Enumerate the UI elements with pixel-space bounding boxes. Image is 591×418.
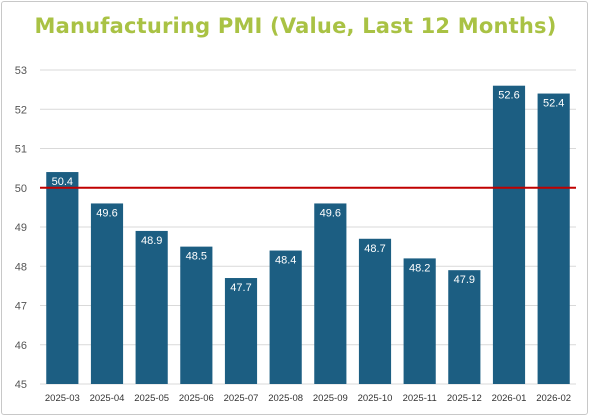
x-tick-label: 2026-01: [492, 393, 527, 404]
data-label: 48.2: [409, 262, 430, 274]
data-label: 48.5: [186, 251, 207, 263]
data-label: 49.6: [96, 207, 117, 219]
data-label: 47.9: [454, 274, 475, 286]
x-tick-label: 2025-05: [134, 393, 169, 404]
chart-title: Manufacturing PMI (Value, Last 12 Months…: [34, 14, 557, 38]
bar-2026-01: [492, 85, 526, 384]
x-axis-ticks: 2025-03 2025-04 2025-05 2025-06 2025-07 2025-…: [45, 393, 571, 404]
bar-2025-03: [46, 172, 79, 384]
bar-2025-06: [180, 246, 213, 384]
bar-2025-12: [448, 270, 481, 384]
x-tick-label: 2025-12: [447, 393, 482, 404]
bar-2025-11: [403, 258, 436, 384]
x-tick-label: 2025-11: [403, 393, 437, 404]
x-tick-label: 2025-08: [268, 393, 303, 404]
data-label: 50.4: [52, 176, 73, 188]
data-label: 48.4: [275, 255, 296, 267]
data-label: 48.9: [141, 235, 162, 247]
bar-2025-10: [358, 238, 392, 384]
bar-2025-07: [224, 278, 258, 384]
x-tick-label: 2026-02: [536, 393, 571, 404]
bar-2026-02: [537, 93, 570, 385]
data-label: 48.7: [364, 243, 385, 255]
bar-2025-05: [135, 230, 168, 384]
y-tick-label: 45: [15, 379, 27, 391]
y-tick-label: 52: [15, 104, 27, 116]
y-tick-label: 48: [15, 261, 27, 273]
data-label: 52.4: [543, 98, 564, 110]
x-tick-label: 2025-06: [179, 393, 214, 404]
bar-2025-08: [269, 250, 302, 384]
data-label: 52.6: [498, 90, 519, 102]
x-tick-label: 2025-03: [45, 393, 80, 404]
x-tick-label: 2025-04: [90, 393, 125, 404]
x-tick-label: 2025-07: [224, 393, 259, 404]
y-tick-label: 49: [15, 222, 27, 234]
x-tick-label: 2025-09: [313, 393, 348, 404]
data-label: 47.7: [230, 282, 251, 294]
data-label: 49.6: [320, 207, 341, 219]
bar-2025-04: [90, 203, 124, 384]
y-tick-label: 50: [15, 183, 27, 195]
y-tick-label: 46: [15, 340, 27, 352]
y-axis-ticks: 45 46 47 48 49 50 51 52 53: [15, 65, 27, 391]
x-tick-label: 2025-10: [358, 393, 393, 404]
bar-2025-09: [314, 203, 347, 384]
data-labels: 50.4 49.6 48.9 48.5 47.7 48.4 49.6 48.7 48.2 47.9…: [52, 90, 565, 294]
y-tick-label: 47: [15, 301, 27, 313]
y-tick-label: 53: [15, 65, 27, 77]
y-tick-label: 51: [15, 144, 27, 156]
bars: [46, 85, 570, 385]
